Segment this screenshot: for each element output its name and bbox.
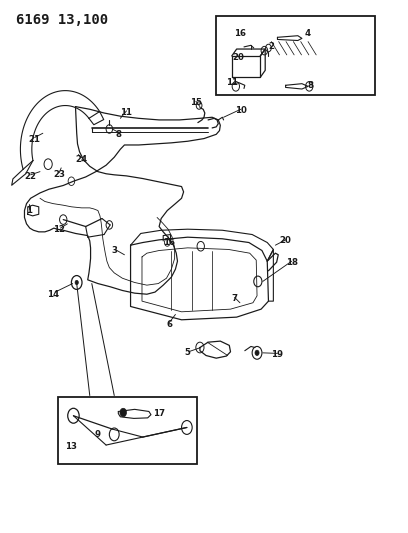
Text: 10: 10 — [235, 106, 247, 115]
Text: 1: 1 — [27, 206, 32, 215]
Text: 4: 4 — [305, 29, 311, 38]
Text: 18: 18 — [286, 258, 298, 266]
Text: 15: 15 — [190, 98, 202, 107]
Text: 16: 16 — [163, 238, 175, 247]
Text: 7: 7 — [231, 294, 238, 303]
Text: 20: 20 — [279, 237, 292, 245]
Text: 22: 22 — [24, 173, 37, 181]
Circle shape — [120, 408, 126, 417]
Circle shape — [255, 350, 259, 356]
Text: 9: 9 — [94, 430, 100, 439]
Text: 11: 11 — [120, 109, 133, 117]
Text: 17: 17 — [153, 409, 165, 417]
Text: 8: 8 — [115, 130, 121, 139]
Text: 20: 20 — [233, 53, 245, 62]
Text: 16: 16 — [234, 29, 246, 38]
Text: 23: 23 — [53, 171, 65, 179]
Text: 14: 14 — [47, 290, 59, 298]
Text: 12: 12 — [53, 225, 65, 233]
Text: 3: 3 — [111, 246, 117, 255]
Text: 13: 13 — [65, 442, 78, 450]
Text: 24: 24 — [75, 156, 88, 164]
Text: 2: 2 — [268, 43, 274, 51]
Circle shape — [75, 280, 78, 285]
Bar — [216, 16, 375, 95]
Text: 6169 13,100: 6169 13,100 — [16, 13, 109, 27]
Text: 21: 21 — [29, 135, 41, 144]
Text: 5: 5 — [185, 349, 191, 357]
Text: 19: 19 — [271, 350, 284, 359]
Bar — [58, 397, 197, 464]
Text: 6: 6 — [166, 320, 172, 328]
Text: 8: 8 — [308, 81, 314, 90]
Text: 11: 11 — [226, 78, 238, 87]
